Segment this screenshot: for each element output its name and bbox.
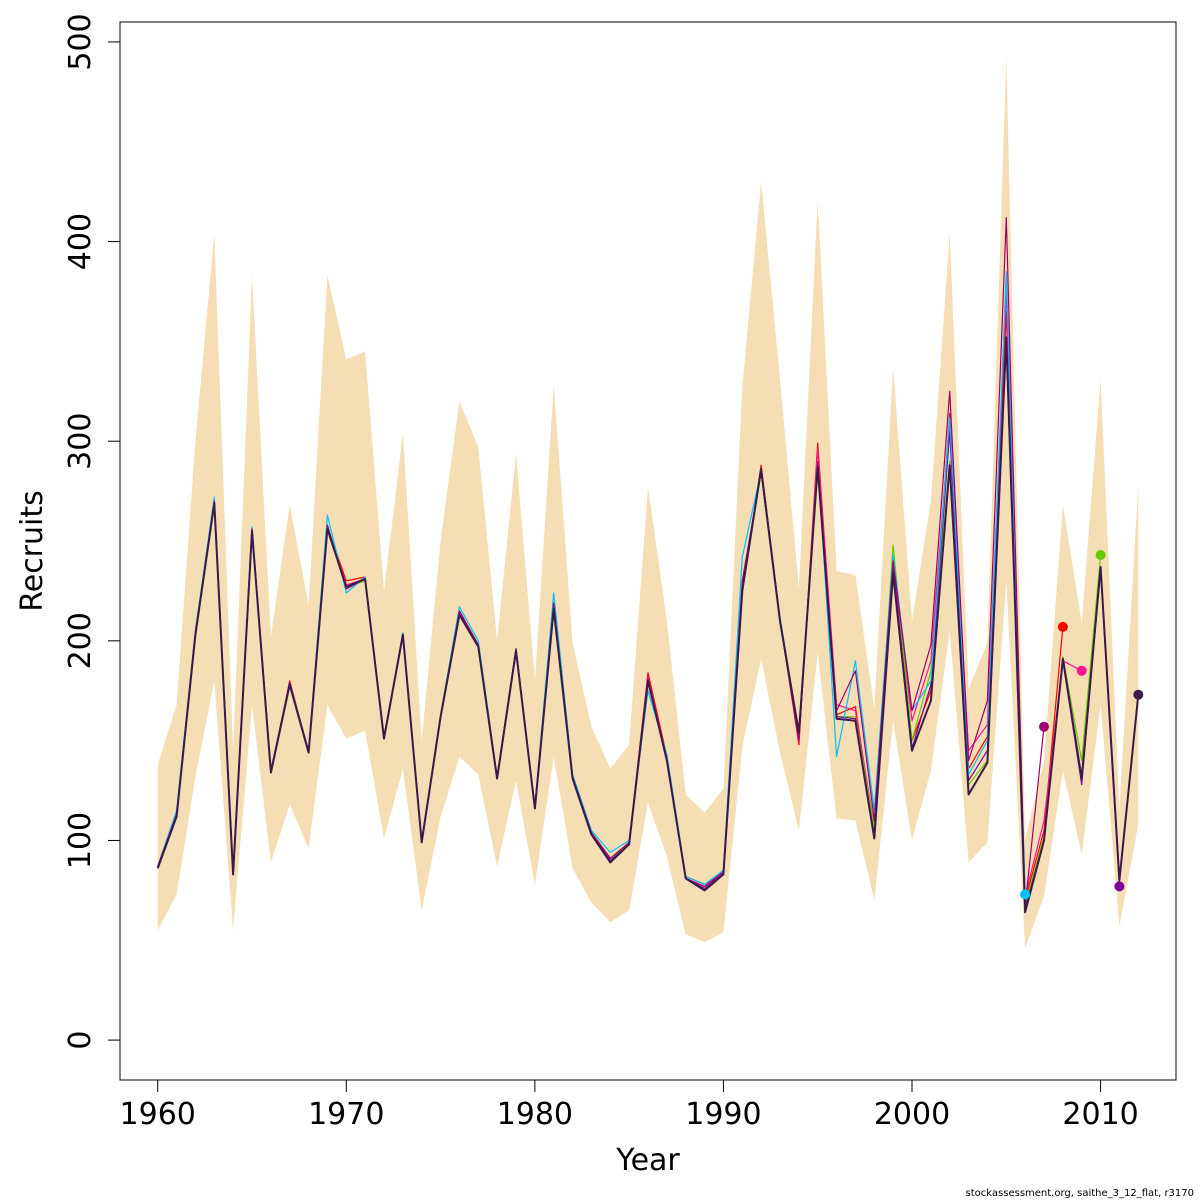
series-endpoint-marker (1020, 889, 1031, 900)
y-tick-label: 500 (63, 13, 98, 70)
y-tick-label: 400 (63, 213, 98, 270)
x-tick-label: 1990 (685, 1097, 761, 1132)
series-line (156, 336, 1140, 914)
x-tick-label: 2000 (874, 1097, 950, 1132)
x-axis: 1960 1970 1980 1990 2000 2010 (120, 1079, 1139, 1132)
series-endpoint-marker (1057, 621, 1068, 632)
y-tick-label: 300 (63, 413, 98, 470)
y-axis-title: Recruits (15, 490, 50, 612)
series-endpoint-marker (1095, 550, 1106, 560)
y-axis: 0 100 200 300 400 500 (63, 13, 121, 1050)
x-axis-title: Year (615, 1143, 680, 1178)
x-tick-label: 1970 (308, 1097, 384, 1132)
y-tick-label: 200 (63, 612, 98, 669)
x-tick-label: 1980 (497, 1097, 573, 1132)
confidence-band (157, 55, 1139, 949)
y-tick-label: 0 (63, 1031, 98, 1050)
x-tick-label: 1960 (120, 1097, 196, 1132)
x-tick-label: 2010 (1062, 1097, 1138, 1132)
series-endpoints (1020, 550, 1144, 900)
confidence-band-area (157, 55, 1139, 949)
series-endpoint-marker (1039, 721, 1049, 732)
series-endpoint-marker (1114, 881, 1125, 892)
y-tick-label: 100 (63, 812, 98, 869)
series-endpoint-marker (1133, 689, 1144, 700)
series-lines (156, 217, 1140, 914)
series-endpoint-marker (1076, 665, 1087, 676)
footer-credit: stockassessment.org, saithe_3_12_flat, r… (966, 1188, 1194, 1199)
